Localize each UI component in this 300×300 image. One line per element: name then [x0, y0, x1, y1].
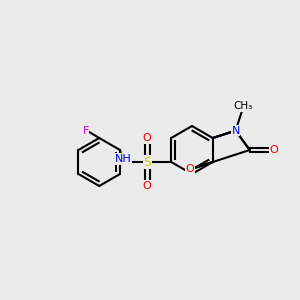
Text: NH: NH	[115, 154, 132, 164]
Text: CH₃: CH₃	[233, 101, 253, 111]
Text: O: O	[143, 181, 152, 191]
Text: O: O	[269, 145, 278, 155]
Text: N: N	[231, 126, 240, 136]
Text: O: O	[186, 164, 194, 174]
Text: O: O	[143, 133, 152, 143]
Text: F: F	[82, 126, 89, 136]
Text: S: S	[143, 155, 151, 169]
